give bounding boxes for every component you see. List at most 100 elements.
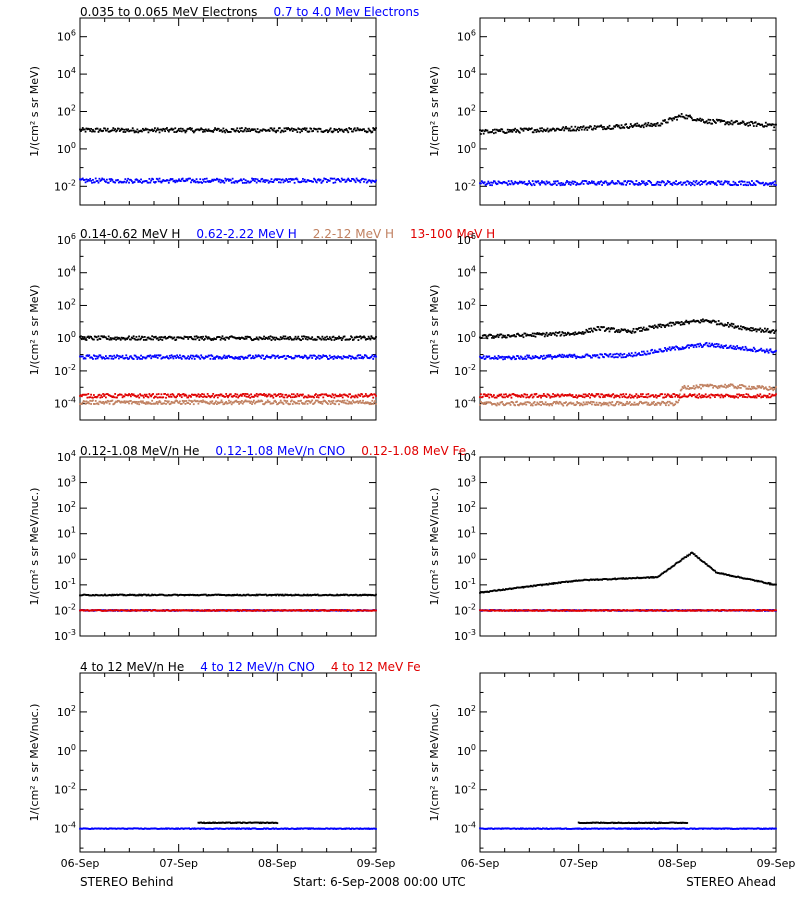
data-point [585, 126, 588, 129]
data-point [244, 179, 247, 182]
data-point [132, 393, 135, 396]
data-point [277, 181, 280, 184]
data-point [768, 330, 771, 333]
data-point [105, 609, 108, 612]
data-point [623, 126, 626, 129]
data-point [544, 395, 547, 397]
data-point [288, 403, 290, 406]
data-point [497, 180, 500, 183]
data-point [110, 609, 113, 612]
data-point [774, 387, 776, 390]
data-point [184, 593, 187, 596]
data-point [490, 393, 492, 396]
data-point [491, 131, 493, 133]
data-point [229, 179, 232, 182]
data-point [309, 395, 312, 398]
data-point [191, 593, 194, 596]
data-point [166, 594, 168, 597]
data-point [254, 394, 257, 397]
data-point [191, 179, 193, 182]
data-point [616, 123, 618, 126]
data-point [211, 593, 214, 596]
data-point [507, 180, 510, 183]
data-point [641, 124, 644, 127]
data-point [321, 393, 324, 396]
data-point [225, 128, 228, 131]
data-point [220, 337, 223, 340]
data-point [339, 400, 341, 403]
data-point [725, 324, 727, 327]
data-point [653, 184, 655, 186]
data-point [366, 180, 369, 183]
data-point [607, 127, 610, 130]
data-point [351, 594, 354, 597]
data-point [616, 394, 618, 397]
data-point [160, 181, 163, 184]
data-point [131, 357, 134, 360]
data-point [111, 593, 114, 596]
data-point [725, 180, 727, 183]
data-point [710, 180, 713, 183]
data-point [670, 347, 673, 350]
data-point [153, 129, 155, 132]
data-point [151, 399, 154, 402]
data-point [329, 337, 332, 340]
data-point [254, 594, 257, 597]
data-point [257, 393, 260, 396]
data-point [178, 357, 180, 359]
data-point [202, 399, 204, 402]
data-point [559, 401, 562, 404]
data-point [157, 354, 160, 357]
data-point [726, 385, 728, 387]
data-point [149, 394, 152, 397]
data-point [287, 402, 290, 405]
data-point [772, 329, 775, 332]
data-point [664, 119, 666, 121]
data-point [246, 128, 249, 131]
data-point [614, 182, 616, 185]
data-point [222, 337, 225, 340]
data-point [688, 394, 690, 397]
data-point [322, 131, 325, 133]
data-point [129, 355, 132, 358]
data-point [707, 182, 710, 184]
data-point [205, 336, 208, 339]
data-point [91, 594, 93, 597]
data-point [739, 386, 742, 389]
data-point [212, 609, 215, 612]
data-point [680, 320, 683, 323]
data-point [224, 395, 227, 398]
data-point [581, 180, 584, 182]
data-point [318, 357, 321, 360]
data-point [764, 330, 767, 333]
data-point [355, 357, 358, 360]
data-point [542, 128, 545, 131]
data-point [574, 331, 577, 334]
data-point [495, 357, 498, 359]
data-point [297, 335, 300, 338]
data-point [167, 594, 170, 596]
data-point [591, 393, 593, 396]
data-point [693, 320, 696, 323]
data-point [504, 334, 506, 337]
data-point [172, 357, 175, 360]
data-point [340, 128, 343, 131]
data-point [368, 357, 371, 360]
data-point [305, 336, 308, 338]
data-point [130, 393, 133, 395]
data-point [83, 128, 86, 131]
data-point [220, 609, 223, 612]
data-point [303, 178, 306, 181]
data-point [94, 335, 97, 338]
data-point [344, 402, 347, 404]
data-point [616, 182, 618, 185]
data-point [603, 182, 605, 185]
data-point [486, 395, 489, 397]
data-point [761, 329, 764, 331]
data-point [512, 392, 515, 395]
data-point [265, 393, 267, 396]
data-point [699, 342, 702, 345]
data-point [109, 395, 112, 397]
data-point [240, 129, 242, 132]
data-point [289, 356, 291, 358]
